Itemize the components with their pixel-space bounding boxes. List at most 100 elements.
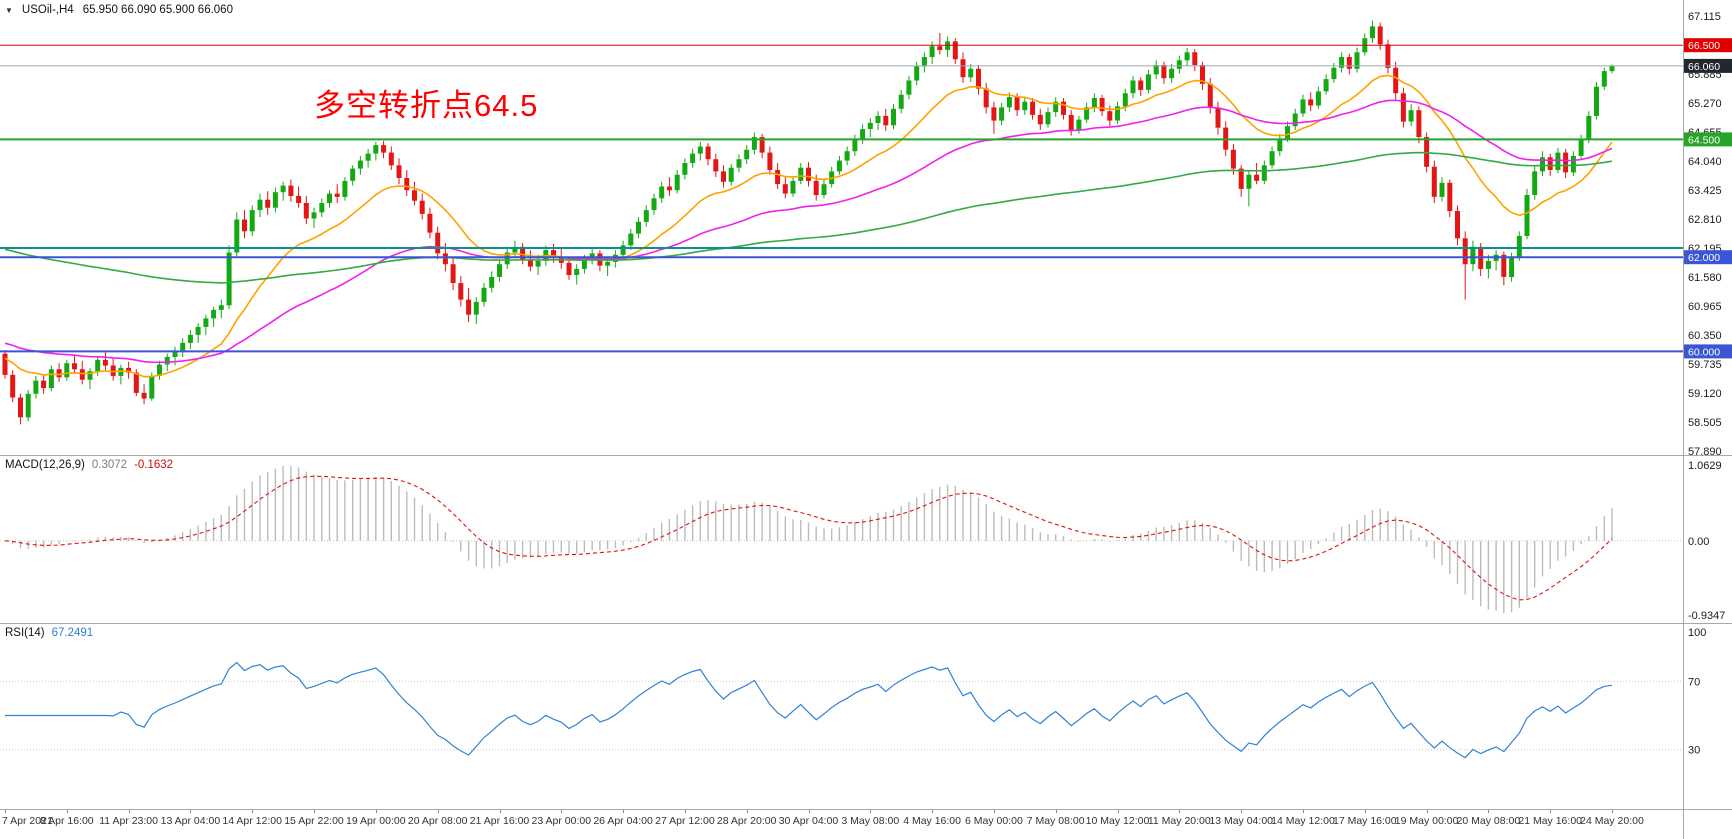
ohlc-quote: 65.950 66.090 65.900 66.060 bbox=[82, 4, 233, 16]
svg-text:63.425: 63.425 bbox=[1688, 185, 1722, 197]
moving-averages-layer bbox=[4, 74, 1613, 378]
svg-text:60.965: 60.965 bbox=[1688, 301, 1722, 313]
macd-histogram bbox=[4, 465, 1613, 614]
macd-signal-line bbox=[4, 475, 1613, 601]
svg-text:66.500: 66.500 bbox=[1688, 40, 1720, 52]
time-tick bbox=[993, 810, 995, 813]
time-label: 14 Apr 12:00 bbox=[222, 815, 282, 827]
price-chart[interactable]: 67.11565.88565.27064.65564.04063.42562.8… bbox=[0, 0, 1732, 455]
time-tick bbox=[128, 810, 130, 813]
time-tick bbox=[1117, 810, 1119, 813]
time-label: 19 Apr 00:00 bbox=[346, 815, 406, 827]
svg-text:58.505: 58.505 bbox=[1688, 417, 1722, 429]
time-tick bbox=[1426, 810, 1428, 813]
collapse-arrow-icon[interactable]: ▼ bbox=[5, 5, 13, 15]
time-tick bbox=[190, 810, 192, 813]
time-tick bbox=[1179, 810, 1181, 813]
annotation-text[interactable]: 多空转折点64.5 bbox=[314, 88, 539, 123]
time-tick bbox=[932, 810, 934, 813]
time-tick bbox=[684, 810, 686, 813]
time-label: 20 Apr 08:00 bbox=[407, 815, 468, 827]
time-tick bbox=[499, 810, 501, 813]
svg-text:66.060: 66.060 bbox=[1688, 61, 1720, 73]
svg-text:59.735: 59.735 bbox=[1688, 359, 1722, 371]
time-tick bbox=[5, 810, 6, 813]
time-label: 15 Apr 22:00 bbox=[284, 815, 344, 827]
time-label: 28 Apr 20:00 bbox=[716, 815, 777, 827]
svg-text:100: 100 bbox=[1688, 627, 1706, 639]
time-label: 10 May 12:00 bbox=[1085, 815, 1150, 827]
symbol-period-label: USOil-,H4 bbox=[21, 4, 74, 16]
svg-text:0.00: 0.00 bbox=[1688, 536, 1709, 548]
time-label: 6 May 00:00 bbox=[964, 815, 1023, 827]
macd-indicator-chart[interactable]: 1.0629 0.00 -0.9347 bbox=[0, 456, 1732, 623]
time-label: 11 Apr 23:00 bbox=[99, 815, 158, 827]
time-label: 21 May 16:00 bbox=[1518, 815, 1583, 827]
time-label: 4 May 16:00 bbox=[903, 815, 961, 827]
rsi-value: 67.2491 bbox=[51, 627, 94, 639]
time-tick bbox=[1364, 810, 1366, 813]
svg-text:30: 30 bbox=[1688, 745, 1700, 757]
svg-text:61.580: 61.580 bbox=[1688, 272, 1722, 284]
time-label: 7 Apr 2021 bbox=[2, 815, 53, 827]
time-tick bbox=[1303, 810, 1304, 813]
time-tick bbox=[252, 810, 254, 813]
time-tick bbox=[1055, 810, 1057, 813]
svg-text:62.810: 62.810 bbox=[1688, 214, 1722, 226]
time-tick bbox=[375, 810, 377, 813]
svg-text:60.350: 60.350 bbox=[1688, 330, 1722, 342]
time-label: 7 May 08:00 bbox=[1026, 815, 1085, 827]
pane-divider[interactable] bbox=[0, 623, 1732, 624]
macd-name: MACD(12,26,9) bbox=[5, 459, 85, 471]
rsi-label: RSI(14) 67.2491 bbox=[5, 627, 93, 639]
svg-text:1.0629: 1.0629 bbox=[1688, 460, 1722, 472]
time-label: 11 May 20:00 bbox=[1147, 815, 1211, 827]
time-tick bbox=[314, 810, 315, 813]
time-label: 30 Apr 04:00 bbox=[778, 815, 839, 827]
macd-label: MACD(12,26,9) 0.3072 -0.1632 bbox=[5, 459, 173, 471]
time-label: 20 May 08:00 bbox=[1456, 815, 1521, 827]
svg-text:57.890: 57.890 bbox=[1688, 446, 1722, 455]
symbol-info: ▼ USOil-,H4 65.950 66.090 65.900 66.060 bbox=[5, 4, 233, 16]
time-tick bbox=[746, 810, 748, 813]
rsi-indicator-chart[interactable]: 100 70 30 bbox=[0, 624, 1732, 809]
time-tick bbox=[437, 810, 439, 813]
time-label: 14 May 12:00 bbox=[1271, 815, 1335, 827]
svg-text:60.000: 60.000 bbox=[1688, 346, 1720, 358]
svg-text:67.115: 67.115 bbox=[1688, 11, 1721, 23]
pane-divider[interactable] bbox=[0, 455, 1732, 456]
rsi-line bbox=[5, 661, 1613, 759]
price-axis-layer: 67.11565.88565.27064.65564.04063.42562.8… bbox=[1684, 11, 1732, 455]
time-label: 21 Apr 16:00 bbox=[469, 815, 530, 827]
pane-divider[interactable] bbox=[0, 809, 1732, 810]
horizontal-lines-layer bbox=[0, 44, 1683, 353]
time-tick bbox=[808, 810, 810, 813]
macd-signal-value: -0.1632 bbox=[134, 459, 174, 471]
svg-text:65.270: 65.270 bbox=[1688, 98, 1722, 110]
svg-text:70: 70 bbox=[1688, 676, 1700, 688]
macd-main-value: 0.3072 bbox=[91, 459, 128, 471]
rsi-name: RSI(14) bbox=[5, 627, 45, 639]
svg-text:62.000: 62.000 bbox=[1688, 252, 1720, 264]
time-tick bbox=[1612, 810, 1613, 813]
time-label: 26 Apr 04:00 bbox=[593, 815, 653, 827]
time-tick bbox=[870, 810, 872, 813]
time-label: 24 May 20:00 bbox=[1580, 815, 1644, 827]
time-label: 23 Apr 00:00 bbox=[531, 815, 592, 827]
time-tick bbox=[66, 810, 68, 813]
time-label: 8 Apr 16:00 bbox=[39, 815, 94, 827]
time-label: 17 May 16:00 bbox=[1332, 815, 1397, 827]
svg-text:64.040: 64.040 bbox=[1688, 156, 1722, 168]
time-tick bbox=[623, 810, 625, 813]
time-label: 13 May 04:00 bbox=[1209, 815, 1274, 827]
time-tick bbox=[1488, 810, 1490, 813]
svg-text:-0.9347: -0.9347 bbox=[1688, 610, 1725, 622]
time-label: 3 May 08:00 bbox=[841, 815, 900, 827]
time-tick bbox=[561, 810, 563, 813]
time-tick bbox=[1241, 810, 1243, 813]
time-tick bbox=[1550, 810, 1552, 813]
svg-text:64.500: 64.500 bbox=[1688, 134, 1720, 146]
time-axis[interactable]: 7 Apr 2021 8 Apr 16:00 11 Apr 23:00 13 Apr … bbox=[0, 810, 1732, 839]
time-label: 19 May 00:00 bbox=[1394, 815, 1459, 827]
